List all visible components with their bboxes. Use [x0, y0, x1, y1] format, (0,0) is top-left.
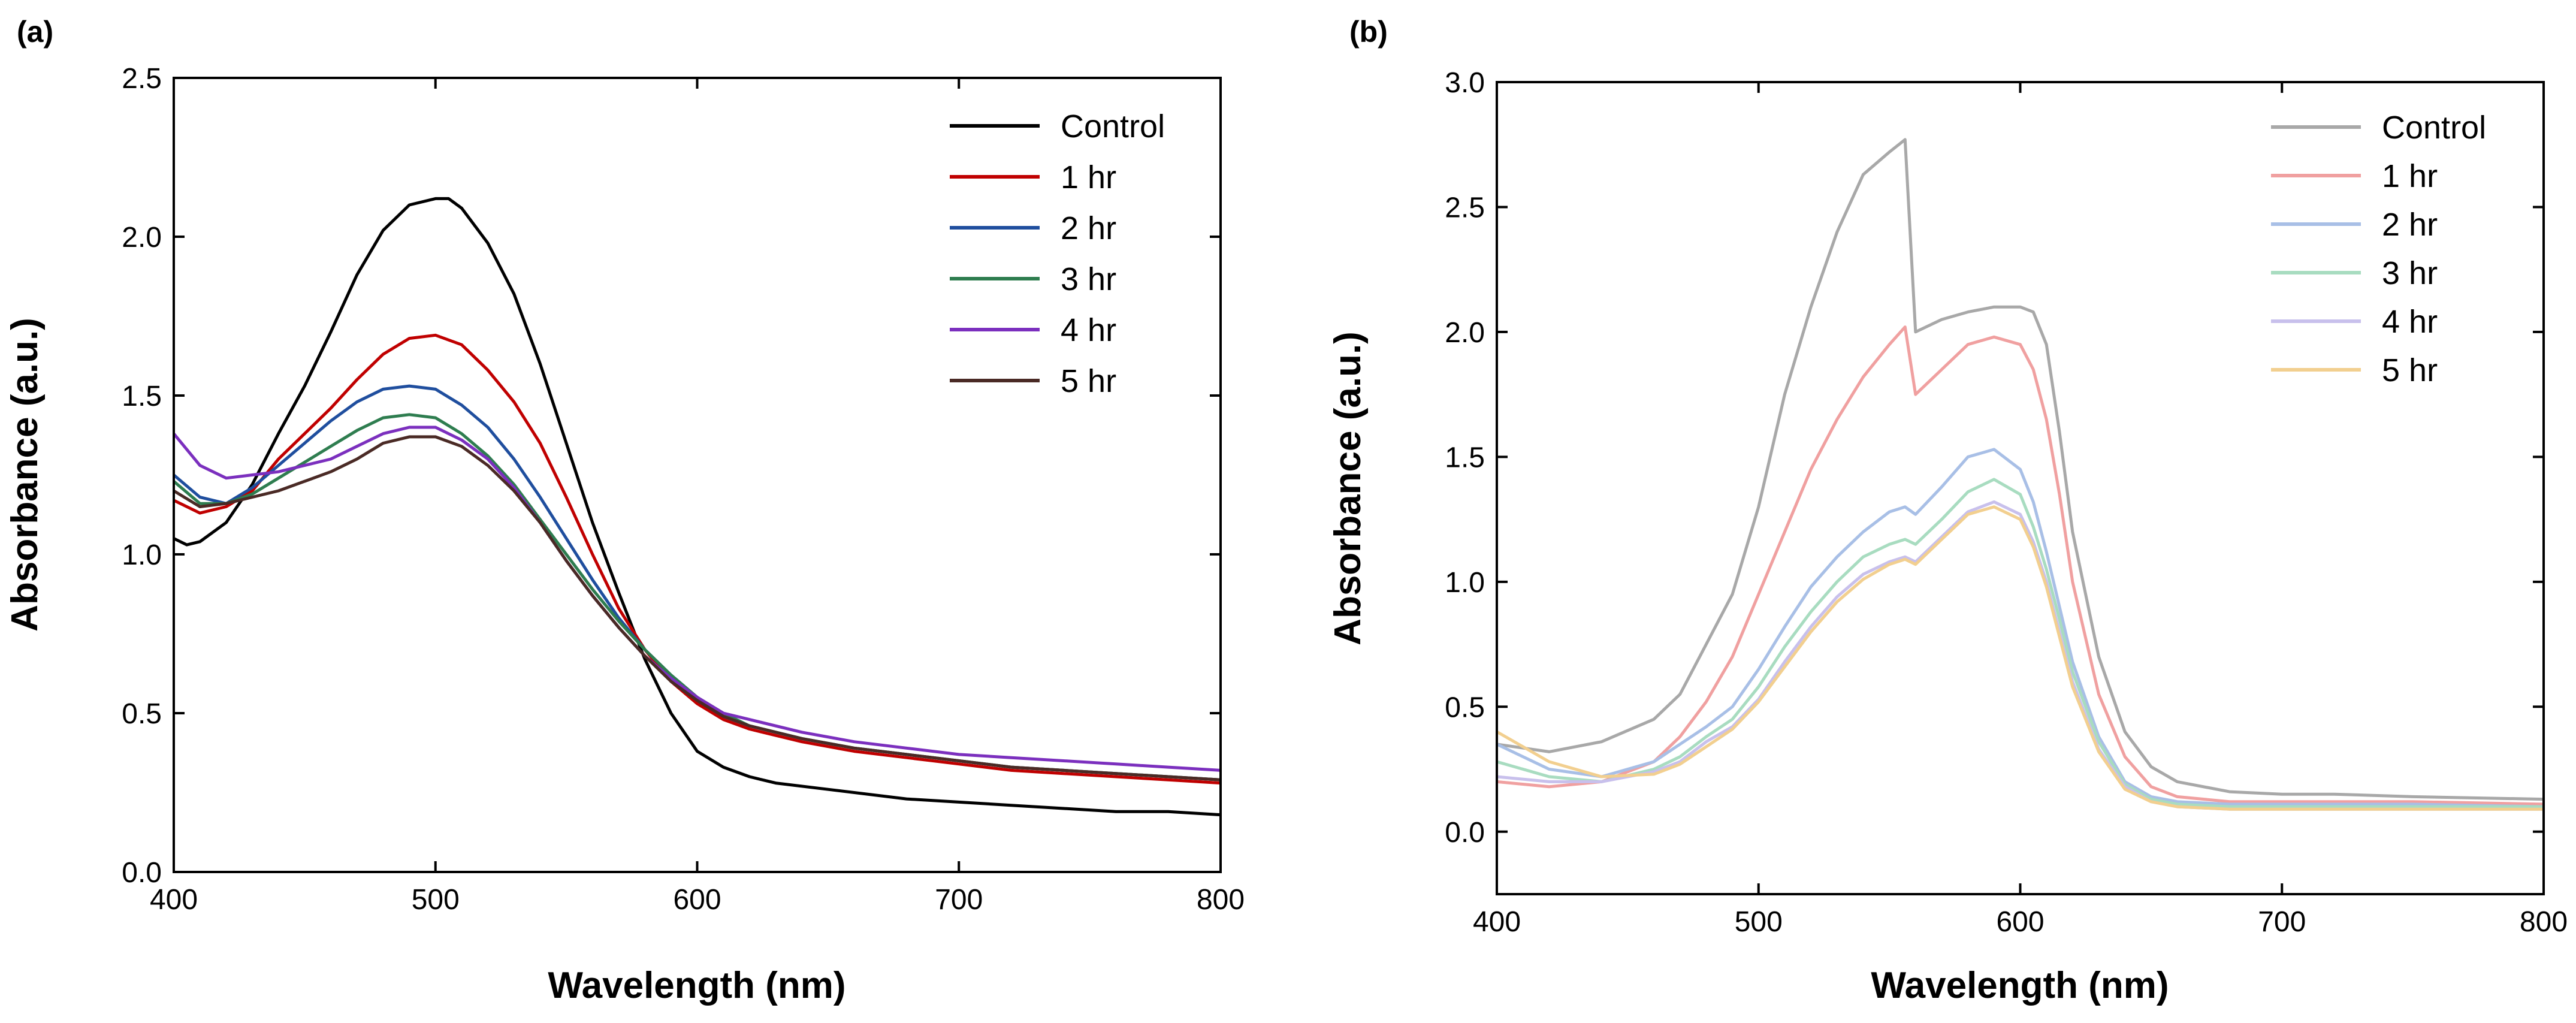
x-tick-label: 400	[1473, 906, 1521, 938]
series-line-5-hr	[1497, 505, 2544, 811]
legend: Control 1 hr 2 hr 3 hr 4 hr 5 hr	[2271, 110, 2486, 388]
legend: Control 1 hr 2 hr 3 hr 4 hr 5 hr	[950, 108, 1165, 399]
x-tick-label: 700	[935, 884, 983, 916]
series-line-4-hr	[174, 426, 1221, 772]
y-tick-label: 2.5	[122, 63, 162, 95]
chart-panel-b: (b) 400 500 600 700 800 0.0 0.5 1.0 1.5 2.0 2.5 3.0 W…	[1327, 15, 2568, 1006]
x-tick-label: 800	[1197, 884, 1245, 916]
series-line-1-hr	[174, 333, 1221, 785]
legend-label: 5 hr	[2382, 352, 2438, 388]
series-line-control	[174, 197, 1221, 817]
x-tick-label: 800	[2520, 906, 2568, 938]
legend-label: 1 hr	[1061, 159, 1116, 195]
y-axis-title: Absorbance (a.u.)	[4, 318, 46, 632]
legend-label: Control	[2382, 110, 2486, 146]
x-tick-label: 500	[412, 884, 460, 916]
y-tick-label: 2.5	[1445, 192, 1485, 224]
y-axis-title: Absorbance (a.u.)	[1327, 331, 1369, 645]
x-tick-label: 500	[1735, 906, 1783, 938]
x-tick-label: 700	[2258, 906, 2306, 938]
legend-label: 1 hr	[2382, 158, 2438, 194]
x-axis-title: Wavelength (nm)	[548, 965, 845, 1006]
y-tick-label: 1.0	[122, 539, 162, 571]
series-line-5-hr	[174, 435, 1221, 781]
x-tick-label: 400	[150, 884, 198, 916]
y-tick-label: 3.0	[1445, 67, 1485, 99]
x-tick-label: 600	[673, 884, 721, 916]
chart-panel-a: (a) 400 500 600 700 800 0.0 0.5 1.0 1.5 2.0 2.5 Wave…	[4, 15, 1245, 1006]
legend-label: 4 hr	[1061, 312, 1116, 348]
legend-label: 3 hr	[2382, 255, 2438, 291]
y-tick-label: 0.5	[1445, 692, 1485, 723]
series-lines	[1497, 138, 2544, 811]
y-tick-label: 0.0	[122, 857, 162, 889]
y-tick-label: 0.0	[1445, 817, 1485, 849]
y-tick-label: 1.5	[1445, 442, 1485, 473]
series-line-3-hr	[1497, 478, 2544, 808]
legend-label: 4 hr	[2382, 304, 2438, 340]
y-tick-label: 0.5	[122, 698, 162, 730]
legend-label: 5 hr	[1061, 363, 1116, 399]
legend-label: 2 hr	[1061, 210, 1116, 246]
legend-label: 2 hr	[2382, 207, 2438, 243]
x-axis-title: Wavelength (nm)	[1871, 965, 2169, 1006]
series-line-2-hr	[1497, 448, 2544, 808]
y-tick-label: 1.5	[122, 381, 162, 412]
series-lines	[174, 197, 1221, 817]
legend-label: Control	[1061, 108, 1165, 144]
series-line-1-hr	[1497, 325, 2544, 806]
panel-label: (a)	[17, 15, 53, 49]
panel-label: (b)	[1349, 15, 1388, 49]
y-tick-label: 1.0	[1445, 567, 1485, 599]
x-tick-label: 600	[1996, 906, 2044, 938]
y-tick-label: 2.0	[1445, 317, 1485, 349]
y-tick-label: 2.0	[122, 222, 162, 254]
series-line-control	[1497, 138, 2544, 801]
series-line-3-hr	[174, 413, 1221, 781]
legend-label: 3 hr	[1061, 261, 1116, 297]
